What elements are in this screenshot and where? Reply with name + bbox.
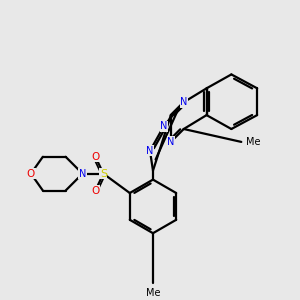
Text: O: O	[27, 169, 35, 179]
Text: N: N	[79, 169, 86, 179]
Text: S: S	[100, 169, 107, 179]
Text: N: N	[167, 137, 175, 147]
Text: O: O	[91, 185, 100, 196]
Text: N: N	[160, 121, 168, 131]
Text: Me: Me	[146, 288, 160, 298]
Text: N: N	[180, 97, 188, 107]
Text: O: O	[91, 152, 100, 162]
Text: N: N	[146, 146, 154, 156]
Text: Me: Me	[246, 137, 261, 147]
